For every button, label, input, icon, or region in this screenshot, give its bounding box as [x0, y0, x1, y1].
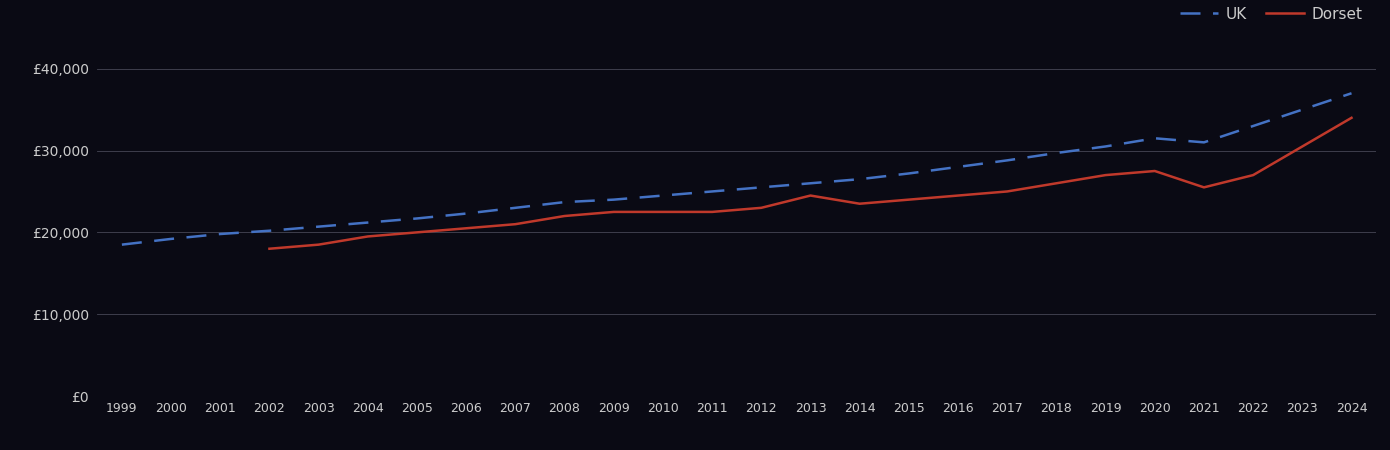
- Dorset: [703, 209, 720, 215]
- Line: UK: UK: [122, 93, 1351, 245]
- UK: [457, 211, 474, 216]
- Dorset: [1245, 172, 1262, 178]
- Dorset: [1048, 180, 1065, 186]
- UK: [802, 180, 819, 186]
- UK: [556, 199, 573, 205]
- UK: [999, 158, 1016, 163]
- Dorset: [1097, 172, 1113, 178]
- Dorset: [802, 193, 819, 198]
- Legend: UK, Dorset: UK, Dorset: [1175, 0, 1369, 27]
- UK: [114, 242, 131, 248]
- UK: [507, 205, 524, 211]
- Dorset: [1343, 115, 1359, 121]
- Dorset: [901, 197, 917, 202]
- Dorset: [360, 234, 377, 239]
- UK: [409, 216, 425, 221]
- UK: [949, 164, 966, 170]
- Dorset: [261, 246, 278, 252]
- Dorset: [655, 209, 671, 215]
- UK: [1147, 135, 1163, 141]
- Dorset: [999, 189, 1016, 194]
- Dorset: [457, 225, 474, 231]
- UK: [901, 171, 917, 176]
- UK: [851, 176, 867, 182]
- Dorset: [1195, 184, 1212, 190]
- Dorset: [409, 230, 425, 235]
- UK: [703, 189, 720, 194]
- Dorset: [851, 201, 867, 207]
- UK: [163, 236, 179, 242]
- Dorset: [606, 209, 623, 215]
- Dorset: [1294, 144, 1311, 149]
- UK: [1343, 90, 1359, 96]
- UK: [211, 231, 228, 237]
- UK: [261, 228, 278, 234]
- Dorset: [753, 205, 770, 211]
- Line: Dorset: Dorset: [270, 118, 1351, 249]
- UK: [310, 224, 327, 230]
- Dorset: [949, 193, 966, 198]
- UK: [655, 193, 671, 198]
- UK: [753, 184, 770, 190]
- UK: [1245, 123, 1262, 129]
- Dorset: [556, 213, 573, 219]
- Dorset: [507, 221, 524, 227]
- UK: [1097, 144, 1113, 149]
- UK: [1048, 150, 1065, 156]
- Dorset: [310, 242, 327, 248]
- UK: [1195, 140, 1212, 145]
- UK: [606, 197, 623, 202]
- UK: [360, 220, 377, 225]
- Dorset: [1147, 168, 1163, 174]
- UK: [1294, 107, 1311, 112]
